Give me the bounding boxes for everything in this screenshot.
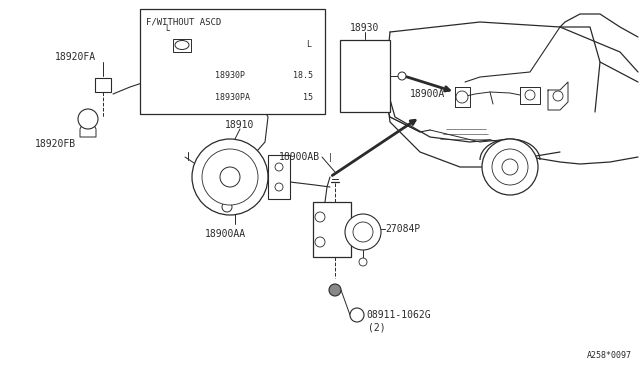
- Text: 08911-1062G: 08911-1062G: [366, 310, 431, 320]
- Text: 18900AA: 18900AA: [204, 229, 246, 239]
- Text: 18920FA: 18920FA: [54, 52, 95, 62]
- Bar: [268, 155, 290, 199]
- Circle shape: [502, 159, 518, 175]
- Ellipse shape: [175, 41, 189, 49]
- Text: 18900A: 18900A: [410, 89, 445, 99]
- Circle shape: [525, 90, 535, 100]
- Circle shape: [398, 72, 406, 80]
- Text: L: L: [307, 39, 312, 48]
- Circle shape: [78, 109, 98, 129]
- Bar: [340, 40, 390, 112]
- Circle shape: [482, 139, 538, 195]
- Text: 18930PA: 18930PA: [215, 93, 250, 102]
- Text: 27084P: 27084P: [385, 224, 420, 234]
- Circle shape: [192, 139, 268, 215]
- Text: 18900AB: 18900AB: [279, 152, 320, 162]
- Circle shape: [350, 308, 364, 322]
- Circle shape: [222, 202, 232, 212]
- Text: A258*0097: A258*0097: [587, 351, 632, 360]
- Circle shape: [220, 167, 240, 187]
- Text: N: N: [355, 311, 359, 320]
- Circle shape: [275, 163, 283, 171]
- Circle shape: [275, 183, 283, 191]
- Text: 18920FB: 18920FB: [35, 139, 76, 149]
- Circle shape: [315, 237, 325, 247]
- Text: 15: 15: [303, 93, 313, 102]
- Circle shape: [315, 212, 325, 222]
- Text: 18930P: 18930P: [215, 71, 245, 80]
- Text: 18910: 18910: [225, 120, 255, 130]
- Circle shape: [359, 258, 367, 266]
- Bar: [95, 78, 111, 92]
- Circle shape: [329, 284, 341, 296]
- Bar: [173, 39, 191, 52]
- Bar: [140, 9, 325, 114]
- Circle shape: [456, 91, 468, 103]
- Text: F/WITHOUT ASCD: F/WITHOUT ASCD: [146, 17, 221, 26]
- Text: 18.5: 18.5: [293, 71, 313, 80]
- Bar: [313, 202, 351, 257]
- Text: |: |: [328, 153, 333, 161]
- Circle shape: [345, 214, 381, 250]
- Text: 18930: 18930: [350, 23, 380, 33]
- Text: (2): (2): [368, 323, 386, 333]
- Circle shape: [202, 149, 258, 205]
- Circle shape: [353, 222, 373, 242]
- Circle shape: [553, 91, 563, 101]
- Text: L: L: [166, 24, 170, 33]
- Circle shape: [492, 149, 528, 185]
